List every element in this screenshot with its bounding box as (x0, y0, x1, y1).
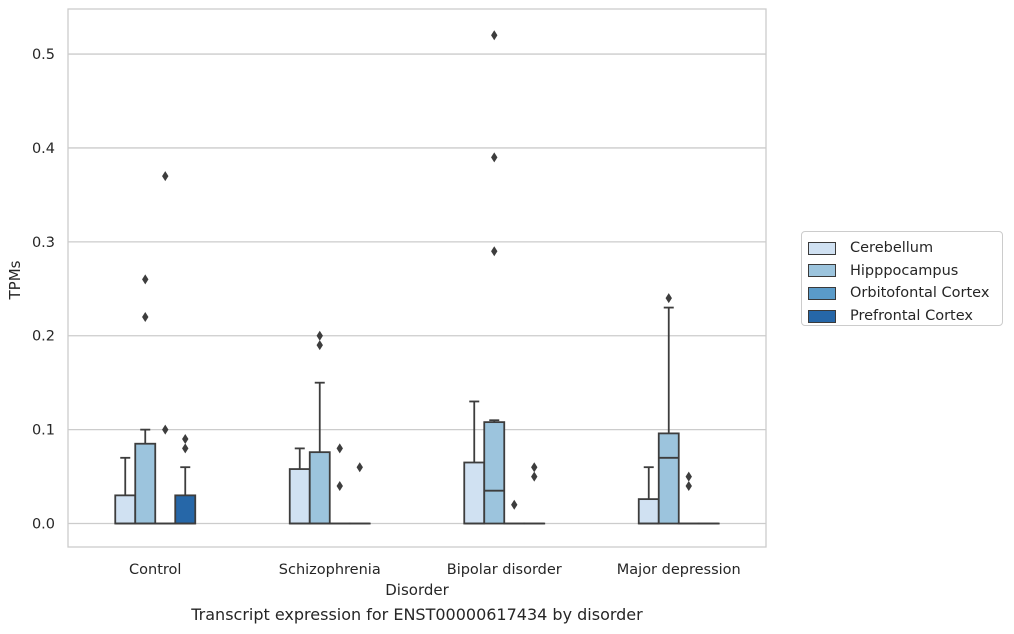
outlier-point (142, 311, 149, 322)
legend-item-cerebellum: Cerebellum (808, 237, 1002, 260)
y-tick-label: 0.0 (32, 517, 55, 533)
outlier-point (162, 171, 169, 182)
box-body (288, 468, 311, 525)
box-body (637, 498, 660, 525)
box-3-1 (657, 293, 680, 525)
outlier-point (336, 480, 343, 491)
box-body (657, 432, 680, 525)
box-plot-area (114, 30, 720, 525)
box-body (114, 494, 137, 525)
outlier-point (162, 424, 169, 435)
legend-label: Orbitofontal Cortex (850, 285, 990, 302)
outlier-point (685, 480, 692, 491)
box-2-1 (483, 30, 506, 525)
legend-item-orbitofrontal-cortex: Orbitofontal Cortex (808, 282, 1002, 305)
legend-label: Cerebellum (850, 240, 934, 257)
legend-swatch (808, 309, 836, 323)
legend-item-prefrontal-cortex: Prefrontal Cortex (808, 305, 1002, 328)
legend-label: Hipppocampus (850, 262, 959, 279)
box-body (174, 494, 197, 525)
x-axis-label: Disorder (385, 581, 449, 599)
legend-swatch (808, 286, 836, 300)
box-1-1 (308, 330, 331, 525)
y-tick-label: 0.5 (32, 47, 55, 63)
outlier-point (511, 499, 518, 510)
y-axis-label: TPMs (6, 260, 24, 300)
box-2-0 (463, 400, 486, 525)
box-3-0 (637, 466, 660, 525)
box-1-0 (288, 447, 311, 525)
outlier-point (142, 274, 149, 285)
y-tick-label: 0.4 (32, 141, 55, 157)
y-tick-label: 0.1 (32, 423, 55, 439)
outlier-point (531, 462, 538, 473)
outlier-point (316, 330, 323, 341)
x-tick-label: Major depression (617, 562, 741, 578)
outlier-point (182, 434, 189, 445)
box-body (134, 442, 157, 525)
outlier-point (491, 152, 498, 163)
legend-label: Prefrontal Cortex (850, 308, 973, 325)
outlier-point (182, 443, 189, 454)
outlier-point (685, 471, 692, 482)
box-2-3 (523, 462, 546, 525)
box-1-3 (348, 462, 371, 525)
box-0-1 (134, 274, 157, 525)
legend-swatch (808, 241, 836, 255)
box-body (483, 421, 506, 525)
plot-frame (67, 8, 767, 548)
box-0-0 (114, 456, 137, 525)
x-tick-label: Control (129, 562, 181, 578)
box-2-2 (503, 499, 526, 525)
box-3-2 (677, 471, 700, 525)
outlier-point (665, 293, 672, 304)
box-body (463, 461, 486, 525)
x-tick-label: Bipolar disorder (447, 562, 562, 578)
x-tick-label: Schizophrenia (279, 562, 381, 578)
legend-swatch (808, 264, 836, 278)
y-axis-ticks: 0.0 0.1 0.2 0.3 0.4 0.5 (32, 47, 55, 532)
box-0-3 (174, 434, 197, 525)
outlier-point (531, 471, 538, 482)
y-tick-label: 0.2 (32, 329, 55, 345)
outlier-point (491, 30, 498, 41)
legend: Cerebellum Hipppocampus Orbitofontal Cor… (801, 231, 1003, 326)
outlier-point (356, 462, 363, 473)
outlier-point (491, 246, 498, 257)
box-body (308, 451, 331, 525)
outlier-point (316, 340, 323, 351)
outlier-point (336, 443, 343, 454)
legend-item-hippocampus: Hipppocampus (808, 260, 1002, 283)
box-1-2 (328, 443, 351, 525)
box-0-2 (154, 171, 177, 525)
y-tick-label: 0.3 (32, 235, 55, 251)
x-axis-ticks: Control Schizophrenia Bipolar disorder Majo… (129, 562, 741, 578)
chart-caption: Transcript expression for ENST0000061743… (191, 605, 643, 624)
